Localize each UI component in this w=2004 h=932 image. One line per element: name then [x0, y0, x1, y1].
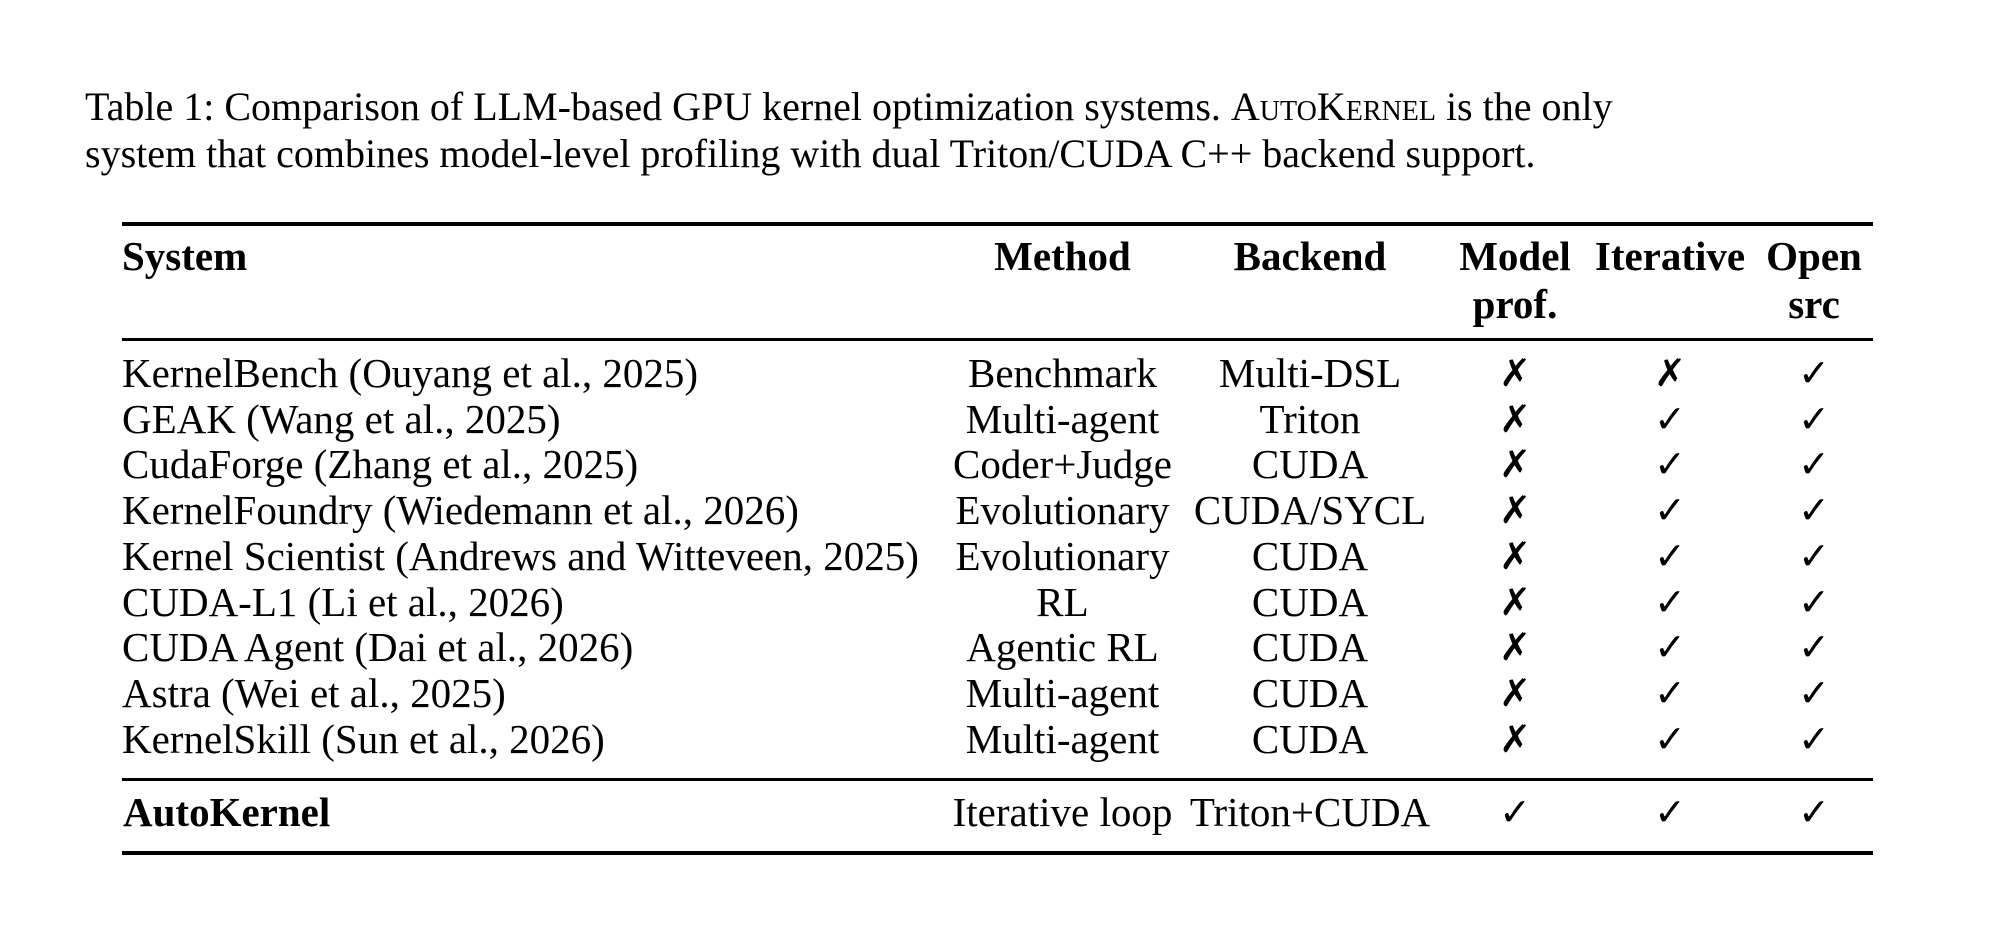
cell-backend: CUDA — [1251, 669, 1369, 716]
table-row: CUDA Agent (Dai et al., 2026) Agentic RL C… — [122, 625, 1873, 671]
cell-system: CUDA Agent (Dai et al., 2026) — [122, 624, 634, 671]
cell-backend: CUDA — [1251, 578, 1369, 625]
cell-system: Kernel Scientist (Andrews and Witteveen,… — [122, 532, 919, 579]
table-caption: Table 1: Comparison of LLM-based GPU ker… — [85, 83, 1885, 177]
cell-open-src-mark-icon: ✓ — [1798, 579, 1830, 624]
col-header-backend: Backend — [1175, 224, 1445, 340]
cell-system: AutoKernel — [123, 789, 331, 836]
cell-system: KernelFoundry (Wiedemann et al., 2026) — [122, 487, 799, 534]
col-header-method-label: Method — [994, 233, 1131, 279]
cell-backend: Triton+CUDA — [1189, 789, 1431, 836]
cell-backend: CUDA — [1251, 624, 1369, 671]
cell-iterative-check-icon: ✓ — [1654, 790, 1686, 835]
cell-open-src-mark-icon: ✓ — [1798, 625, 1830, 670]
caption-text-line1-post: is the only — [1435, 84, 1613, 129]
cell-open-src-mark-icon: ✓ — [1798, 716, 1830, 761]
cell-model-prof-mark-icon: ✗ — [1499, 396, 1531, 441]
col-header-open-src: Open src — [1755, 224, 1873, 340]
col-header-backend-label: Backend — [1233, 233, 1387, 279]
cell-model-prof-mark-icon: ✗ — [1499, 716, 1531, 761]
cell-model-prof-mark-icon: ✗ — [1499, 579, 1531, 624]
cell-iterative-mark-icon: ✓ — [1654, 488, 1686, 533]
col-header-iterative: Iterative — [1585, 224, 1755, 340]
table-row: KernelBench (Ouyang et al., 2025) Benchma… — [122, 340, 1873, 397]
cell-method: Benchmark — [968, 350, 1157, 396]
cell-iterative-mark-icon: ✓ — [1654, 670, 1686, 715]
table-row: Astra (Wei et al., 2025) Multi-agent CUDA ✗… — [122, 669, 1873, 717]
cell-model-prof-mark-icon: ✗ — [1499, 533, 1531, 578]
table-row: Kernel Scientist (Andrews and Witteveen,… — [122, 532, 1873, 580]
cell-open-src-mark-icon: ✓ — [1798, 670, 1830, 715]
table-header: System Method Backend Model prof. Iterat… — [122, 224, 1873, 340]
cell-iterative-mark-icon: ✓ — [1654, 442, 1686, 487]
cell-method: Multi-agent — [965, 395, 1160, 442]
cell-model-prof-mark-icon: ✗ — [1499, 670, 1531, 715]
caption-smallcaps-autokernel: AutoKernel — [1230, 84, 1436, 129]
cell-open-src-mark-icon: ✓ — [1798, 351, 1830, 395]
table-body: KernelBench (Ouyang et al., 2025) Benchma… — [122, 340, 1873, 780]
cell-method: Evolutionary — [955, 532, 1170, 579]
table-row: CudaForge (Zhang et al., 2025) Coder+Judg… — [122, 442, 1873, 488]
cell-system: KernelSkill (Sun et al., 2026) — [122, 715, 605, 762]
table-row: KernelSkill (Sun et al., 2026) Multi-agen… — [122, 715, 1873, 780]
col-header-model-prof: Model prof. — [1445, 224, 1585, 340]
cell-method: RL — [1036, 578, 1089, 625]
cell-system: Astra (Wei et al., 2025) — [122, 669, 506, 716]
col-header-method: Method — [950, 224, 1175, 340]
cell-system: KernelBench (Ouyang et al., 2025) — [122, 350, 699, 396]
cell-method: Multi-agent — [965, 715, 1160, 762]
cell-backend: Multi-DSL — [1218, 350, 1402, 396]
table-row: GEAK (Wang et al., 2025) Multi-agent Trito… — [122, 395, 1873, 443]
header-row: System Method Backend Model prof. Iterat… — [122, 224, 1873, 340]
cell-system: CudaForge (Zhang et al., 2025) — [122, 441, 639, 488]
col-header-iterative-label: Iterative — [1594, 233, 1746, 279]
cell-method: Evolutionary — [955, 487, 1170, 534]
caption-text-line2: system that combines model-level profili… — [85, 131, 1536, 176]
cell-backend: CUDA/SYCL — [1193, 487, 1427, 534]
cell-backend: Triton — [1259, 395, 1361, 442]
cell-model-prof-mark-icon: ✗ — [1499, 351, 1531, 395]
table-footer: AutoKernel Iterative loop Triton+CUDA ✓ … — [122, 779, 1873, 854]
cell-method: Multi-agent — [965, 669, 1160, 716]
cell-backend: CUDA — [1251, 441, 1369, 488]
cell-iterative-mark-icon: ✓ — [1654, 716, 1686, 761]
cell-iterative-mark-icon: ✓ — [1654, 396, 1686, 441]
col-header-model-prof-line2: prof. — [1472, 281, 1558, 327]
col-header-open-src-line2: src — [1788, 281, 1840, 327]
col-header-open-src-line1: Open — [1766, 233, 1862, 279]
cell-backend: CUDA — [1251, 532, 1369, 579]
col-header-system-label: System — [122, 233, 248, 279]
cell-model-prof-mark-icon: ✗ — [1499, 488, 1531, 533]
table-row-autokernel: AutoKernel Iterative loop Triton+CUDA ✓ … — [122, 780, 1873, 854]
table-row: KernelFoundry (Wiedemann et al., 2026) Ev… — [122, 487, 1873, 534]
cell-model-prof-mark-icon: ✗ — [1499, 625, 1531, 670]
cell-backend: CUDA — [1251, 715, 1369, 762]
cell-model-prof-mark-icon: ✗ — [1499, 442, 1531, 487]
cell-iterative-mark-icon: ✗ — [1654, 351, 1686, 395]
cell-method: Iterative loop — [952, 789, 1173, 836]
comparison-table: System Method Backend Model prof. Iterat… — [122, 222, 1873, 856]
cell-open-src-mark-icon: ✓ — [1798, 442, 1830, 487]
cell-system: CUDA-L1 (Li et al., 2026) — [122, 578, 564, 625]
cell-open-src-mark-icon: ✓ — [1798, 396, 1830, 441]
cell-method: Agentic RL — [966, 624, 1159, 671]
cell-open-src-mark-icon: ✓ — [1798, 488, 1830, 533]
cell-model-prof-check-icon: ✓ — [1499, 790, 1531, 835]
cell-system: GEAK (Wang et al., 2025) — [122, 395, 561, 442]
cell-method: Coder+Judge — [953, 441, 1172, 488]
cell-iterative-mark-icon: ✓ — [1654, 625, 1686, 670]
caption-text-line1-pre: Table 1: Comparison of LLM-based GPU ker… — [85, 84, 1231, 129]
cell-iterative-mark-icon: ✓ — [1654, 579, 1686, 624]
cell-iterative-mark-icon: ✓ — [1654, 533, 1686, 578]
systems-table: System Method Backend Model prof. Iterat… — [122, 222, 1873, 856]
cell-open-src-check-icon: ✓ — [1798, 790, 1830, 835]
table-row: CUDA-L1 (Li et al., 2026) RL CUDA ✗ ✓ ✓ — [122, 578, 1873, 626]
cell-open-src-mark-icon: ✓ — [1798, 533, 1830, 578]
col-header-model-prof-line1: Model — [1459, 233, 1571, 279]
col-header-system: System — [122, 224, 950, 340]
